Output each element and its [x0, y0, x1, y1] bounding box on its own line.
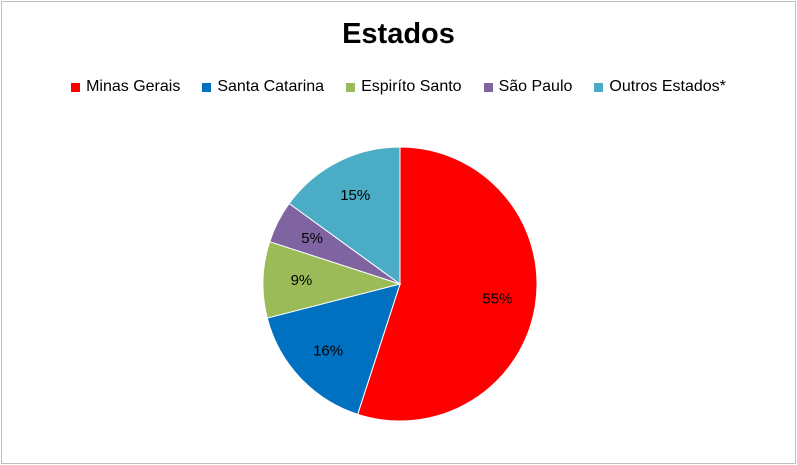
legend-label: Santa Catarina	[217, 78, 325, 95]
legend-label: Minas Gerais	[86, 78, 181, 95]
data-label: 55%	[482, 290, 512, 307]
legend-swatch	[202, 82, 212, 92]
legend-swatch	[71, 82, 81, 92]
legend-item: São Paulo	[483, 78, 573, 96]
legend-item: Espiríto Santo	[346, 78, 462, 96]
pie-slice	[357, 146, 538, 422]
pie-slice	[266, 283, 401, 415]
pie-slice	[288, 146, 401, 285]
data-label: 15%	[340, 187, 370, 204]
data-label: 9%	[291, 272, 313, 289]
legend-label: Outros Estados*	[609, 78, 726, 95]
legend-swatch	[594, 82, 604, 92]
legend: Minas Gerais Santa Catarina Espiríto Santo…	[2, 78, 795, 96]
legend-item: Minas Gerais	[71, 78, 180, 96]
data-label: 5%	[301, 230, 323, 247]
chart-title: Estados	[342, 18, 455, 50]
legend-item: Outros Estados*	[594, 78, 726, 96]
legend-swatch	[483, 82, 493, 92]
legend-item: Santa Catarina	[202, 78, 324, 96]
legend-label: São Paulo	[498, 78, 573, 95]
data-label: 16%	[313, 342, 343, 359]
legend-label: Espiríto Santo	[361, 78, 462, 95]
legend-swatch	[346, 82, 356, 92]
